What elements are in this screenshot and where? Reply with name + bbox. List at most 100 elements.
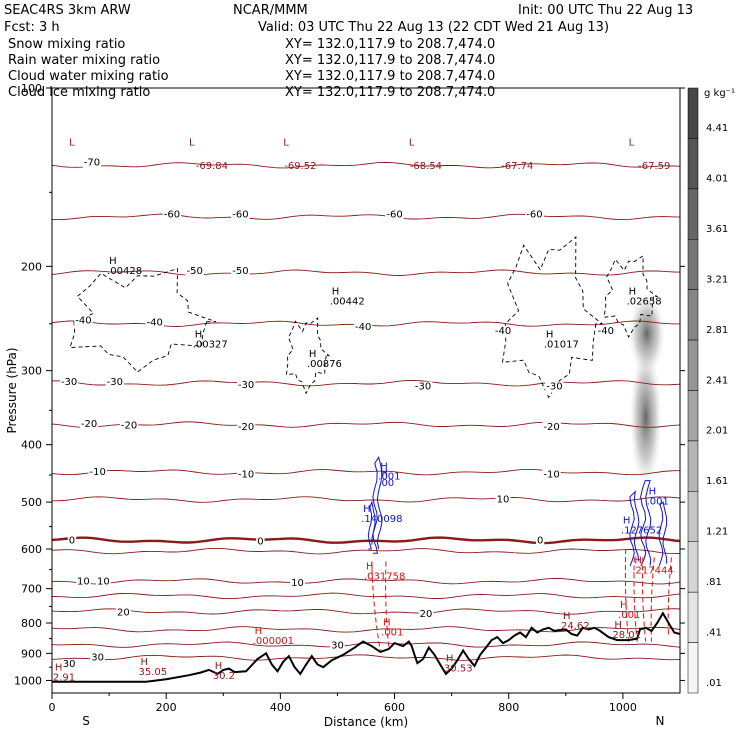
water-high-h: H bbox=[363, 504, 371, 515]
x-tick-label: 1000 bbox=[609, 701, 637, 714]
isotherm-label-bg bbox=[236, 422, 256, 434]
colorbar-label: 3.61 bbox=[706, 224, 728, 235]
rain-high-h: H bbox=[366, 561, 374, 572]
isotherm-label-bg bbox=[231, 266, 250, 278]
isotherm-label: -40 bbox=[75, 316, 91, 327]
isotherm-label: 30 bbox=[331, 641, 344, 652]
ice-high-value: .02658 bbox=[627, 297, 662, 308]
isotherm-label-bg bbox=[88, 466, 107, 478]
ice-high-h: H bbox=[332, 287, 340, 298]
water-high-value: .140098 bbox=[361, 514, 402, 525]
isotherm-label-bg bbox=[418, 609, 434, 621]
y-tick-label: 800 bbox=[21, 617, 42, 630]
low-value: -69.84 bbox=[196, 161, 228, 172]
surface-high-h: H bbox=[140, 657, 148, 668]
rain-high-h: H bbox=[620, 600, 628, 611]
low-marker: L bbox=[69, 137, 75, 148]
isotherm-label: -10 bbox=[90, 467, 106, 478]
water-high-value: .127652 bbox=[621, 526, 662, 537]
isotherm-label: -30 bbox=[415, 382, 431, 393]
isotherm-label-bg bbox=[495, 494, 511, 506]
rain-high-value: .217444 bbox=[632, 566, 673, 577]
isotherm-label-bg bbox=[185, 266, 204, 278]
surface-high-value: 35.05 bbox=[138, 667, 167, 678]
colorbar-label: 4.01 bbox=[706, 174, 728, 185]
field-name: Cloud water mixing ratio bbox=[8, 69, 169, 84]
water-high-h: H bbox=[649, 487, 657, 498]
y-tick-label: 1000 bbox=[14, 674, 42, 687]
isotherm-label: 10 bbox=[497, 494, 510, 505]
field-legend: Snow mixing ratio XY= 132.0,117.9 to 208.… bbox=[8, 37, 495, 100]
rain-high-value: .001 bbox=[618, 610, 640, 621]
isotherm-label-bg bbox=[67, 535, 77, 547]
water-high-value: .001 bbox=[378, 472, 400, 483]
isotherm-label: 20 bbox=[117, 608, 130, 619]
colorbar-segment bbox=[687, 541, 699, 593]
isotherm-line bbox=[52, 608, 680, 615]
colorbar-label: 2.81 bbox=[706, 325, 728, 336]
y-axis-label: Pressure (hPa) bbox=[5, 347, 19, 433]
water-high-h: H bbox=[380, 468, 388, 479]
rain-high-value: .031758 bbox=[364, 571, 405, 582]
isotherm-label-bg bbox=[231, 209, 250, 221]
x-axis-label: Distance (km) bbox=[324, 715, 408, 729]
isotherm-label: -10 bbox=[238, 469, 254, 480]
surface-high-h: H bbox=[215, 661, 223, 672]
colorbar-label: .41 bbox=[706, 627, 722, 638]
ice-high-h: H bbox=[546, 329, 554, 340]
cloud-water-contours bbox=[367, 455, 668, 567]
surface-high-value: 2.91 bbox=[53, 672, 75, 683]
isotherm-label-bg bbox=[542, 422, 561, 434]
cloud-water-contour bbox=[658, 501, 668, 567]
surface-high-value: 30.53 bbox=[444, 663, 473, 674]
isotherm-line bbox=[52, 379, 680, 387]
y-tick-label: 600 bbox=[21, 543, 42, 556]
water-high-h: H bbox=[380, 462, 388, 473]
cloud-water-contour bbox=[629, 490, 640, 567]
isotherm-label: -20 bbox=[121, 421, 137, 432]
ice-high-h: H bbox=[629, 287, 637, 298]
colorbar-segment bbox=[687, 289, 699, 341]
isotherm-label-bg bbox=[545, 381, 564, 393]
low-marker: L bbox=[629, 137, 635, 148]
cloud-water-contour bbox=[367, 500, 376, 550]
isotherm-line bbox=[52, 213, 680, 221]
rain-contour bbox=[371, 561, 381, 651]
colorbar-segment bbox=[687, 188, 699, 240]
ice-high-value: .00327 bbox=[193, 339, 228, 350]
field-xy: XY= 132.0,117.9 to 208.7,474.0 bbox=[285, 85, 495, 100]
colorbar: g kg⁻¹ 4.41 4.01 3.61 3.21 2.81 2.41 2.01 1.61 1.… bbox=[687, 87, 735, 694]
isotherm-label-bg bbox=[96, 576, 111, 588]
y-tick-label: 700 bbox=[21, 583, 42, 596]
isotherm-label: -60 bbox=[526, 210, 542, 221]
y-tick-label: 100 bbox=[21, 82, 42, 95]
colorbar-segment bbox=[687, 591, 699, 643]
north-label: N bbox=[656, 714, 665, 728]
isotherm-label: 20 bbox=[420, 609, 433, 620]
colorbar-label: 2.41 bbox=[706, 375, 728, 386]
field-name: Rain water mixing ratio bbox=[8, 53, 160, 68]
ice-cloud-far-right bbox=[603, 254, 659, 338]
isotherm-label: 30 bbox=[63, 659, 76, 670]
y-tick-label: 400 bbox=[21, 439, 42, 452]
init-time: Init: 00 UTC Thu 22 Aug 13 bbox=[518, 3, 693, 18]
isotherm-label-bg bbox=[145, 317, 164, 329]
x-tick-label: 600 bbox=[384, 701, 405, 714]
field-xy: XY= 132.0,117.9 to 208.7,474.0 bbox=[285, 53, 495, 68]
rain-contour bbox=[633, 557, 638, 642]
isotherm-label: -40 bbox=[355, 322, 371, 333]
isotherm-label-bg bbox=[236, 469, 256, 481]
colorbar-segment bbox=[687, 642, 699, 694]
isotherm-line bbox=[52, 592, 680, 600]
low-marker: L bbox=[409, 137, 415, 148]
field-name: Snow mixing ratio bbox=[8, 37, 125, 52]
low-value: -67.74 bbox=[501, 161, 533, 172]
rain-high-h: H bbox=[383, 618, 391, 629]
water-high-h: H bbox=[623, 516, 631, 527]
x-tick-label: 200 bbox=[156, 701, 177, 714]
colorbar-label: 2.01 bbox=[706, 426, 728, 437]
isotherm-label-bg bbox=[82, 157, 102, 169]
isotherm-line bbox=[52, 577, 680, 585]
field-xy: XY= 132.0,117.9 to 208.7,474.0 bbox=[285, 37, 495, 52]
isotherm-line bbox=[52, 269, 680, 276]
